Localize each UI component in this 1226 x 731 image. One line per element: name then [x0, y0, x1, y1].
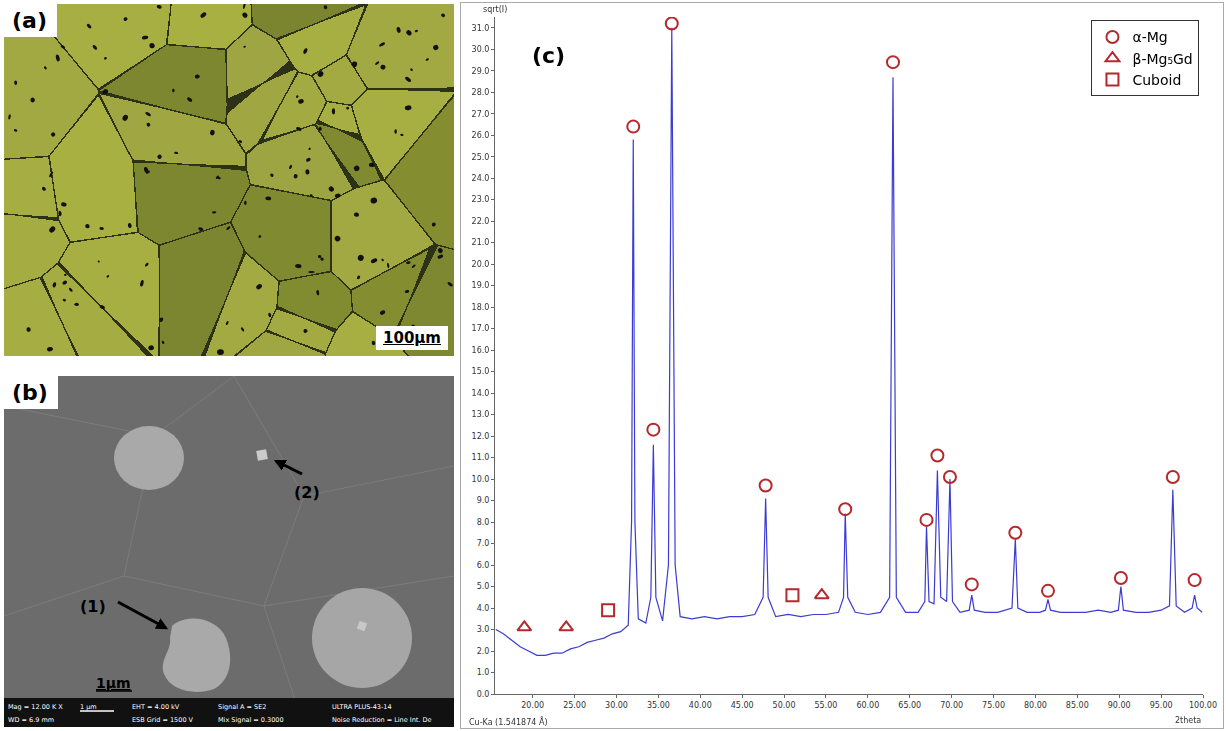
svg-text:60.00: 60.00: [856, 701, 879, 710]
svg-text:4.0: 4.0: [477, 604, 490, 613]
svg-text:7.0: 7.0: [477, 539, 490, 548]
svg-text:12.0: 12.0: [472, 432, 490, 441]
svg-text:85.00: 85.00: [1066, 701, 1089, 710]
svg-text:Mag = 12.00 K X: Mag = 12.00 K X: [8, 703, 63, 711]
svg-text:25.0: 25.0: [472, 153, 490, 162]
svg-text:80.00: 80.00: [1024, 701, 1047, 710]
svg-text:EHT = 4.00 kV: EHT = 4.00 kV: [132, 703, 180, 711]
svg-text:29.0: 29.0: [472, 67, 490, 76]
svg-text:0.0: 0.0: [477, 690, 490, 699]
svg-text:24.0: 24.0: [472, 174, 490, 183]
svg-text:26.0: 26.0: [472, 131, 490, 140]
svg-text:2theta: 2theta: [1175, 716, 1201, 725]
svg-text:45.00: 45.00: [731, 701, 754, 710]
svg-text:20.0: 20.0: [472, 260, 490, 269]
svg-text:65.00: 65.00: [898, 701, 921, 710]
svg-text:sqrt(I): sqrt(I): [483, 5, 507, 14]
svg-text:50.00: 50.00: [773, 701, 796, 710]
svg-text:Cu-Ka (1.541874 Å): Cu-Ka (1.541874 Å): [469, 716, 548, 727]
svg-text:20.00: 20.00: [521, 701, 544, 710]
svg-text:2.0: 2.0: [477, 647, 490, 656]
svg-text:15.0: 15.0: [472, 367, 490, 376]
svg-text:40.00: 40.00: [689, 701, 712, 710]
html-text:(b): (b): [12, 380, 48, 405]
svg-text:1μm: 1μm: [96, 675, 131, 691]
svg-text:Cuboid: Cuboid: [1132, 72, 1181, 88]
svg-text:100.00: 100.00: [1189, 701, 1217, 710]
svg-text:90.00: 90.00: [1108, 701, 1131, 710]
svg-text:10.0: 10.0: [472, 475, 490, 484]
svg-text:30.00: 30.00: [605, 701, 628, 710]
svg-text:11.0: 11.0: [472, 453, 490, 462]
svg-text:Signal A = SE2: Signal A = SE2: [218, 703, 266, 711]
svg-text:5.0: 5.0: [477, 582, 490, 591]
svg-text:1.0: 1.0: [477, 668, 490, 677]
svg-text:35.00: 35.00: [647, 701, 670, 710]
svg-text:3.0: 3.0: [477, 625, 490, 634]
svg-text:Mix Signal = 0.3000: Mix Signal = 0.3000: [218, 716, 284, 724]
svg-text:13.0: 13.0: [472, 410, 490, 419]
svg-text:18.0: 18.0: [472, 303, 490, 312]
svg-text:WD = 6.9 mm: WD = 6.9 mm: [8, 716, 54, 724]
svg-text:ESB Grid = 1500 V: ESB Grid = 1500 V: [132, 716, 194, 724]
html-text:(a): (a): [12, 8, 47, 33]
svg-text:70.00: 70.00: [940, 701, 963, 710]
svg-text:16.0: 16.0: [472, 346, 490, 355]
svg-text:19.0: 19.0: [472, 281, 490, 290]
svg-text:55.00: 55.00: [815, 701, 838, 710]
svg-text:ULTRA PLUS-43-14: ULTRA PLUS-43-14: [332, 703, 392, 711]
svg-text:30.0: 30.0: [472, 45, 490, 54]
svg-text:β-Mg₅Gd: β-Mg₅Gd: [1132, 51, 1192, 67]
svg-text:22.0: 22.0: [472, 217, 490, 226]
svg-text:75.00: 75.00: [982, 701, 1005, 710]
svg-text:28.0: 28.0: [472, 88, 490, 97]
svg-text:Noise Reduction = Line Int. De: Noise Reduction = Line Int. De: [332, 716, 432, 724]
svg-text:31.0: 31.0: [472, 24, 490, 33]
svg-text:8.0: 8.0: [477, 518, 490, 527]
svg-text:27.0: 27.0: [472, 110, 490, 119]
svg-text:α-Mg: α-Mg: [1132, 29, 1167, 45]
svg-text:(1): (1): [80, 597, 106, 616]
html-text:100μm: 100μm: [383, 329, 441, 347]
svg-text:1 μm: 1 μm: [80, 703, 97, 711]
svg-text:14.0: 14.0: [472, 389, 490, 398]
svg-text:(2): (2): [294, 483, 320, 502]
svg-text:25.00: 25.00: [563, 701, 586, 710]
svg-text:17.0: 17.0: [472, 324, 490, 333]
svg-text:23.0: 23.0: [472, 195, 490, 204]
svg-text:21.0: 21.0: [472, 238, 490, 247]
svg-text:9.0: 9.0: [477, 496, 490, 505]
svg-text:95.00: 95.00: [1150, 701, 1173, 710]
svg-text:(c): (c): [532, 43, 565, 68]
svg-text:6.0: 6.0: [477, 561, 490, 570]
